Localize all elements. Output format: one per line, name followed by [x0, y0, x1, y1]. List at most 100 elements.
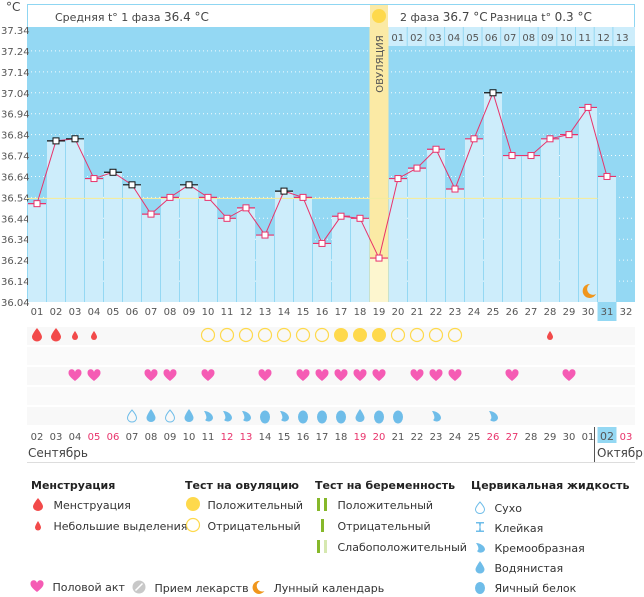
double-bar-icon — [317, 498, 327, 511]
ovulation-negative-icon — [447, 327, 463, 343]
heart-icon — [372, 369, 386, 381]
heart-icon — [144, 369, 158, 381]
fluid-watery-icon — [146, 409, 156, 422]
legend-fluid-creamy: Кремообразная — [474, 540, 585, 557]
x-tick-label: 25 — [487, 307, 500, 318]
calendar-date: 15 — [278, 432, 291, 443]
temperature-bar — [28, 203, 46, 302]
temperature-point — [204, 193, 212, 201]
y-tick-label: 36.54 — [1, 193, 30, 204]
x-tick-label: 06 — [126, 307, 139, 318]
ovulation-negative-icon — [257, 327, 273, 343]
temperature-bar — [104, 172, 122, 302]
phase1-average: Средняя t° 1 фаза 36.4 °C — [55, 10, 209, 24]
temperature-bar — [332, 216, 350, 302]
phase2-day-label: 01 — [391, 33, 404, 44]
blood-drop-icon — [33, 498, 43, 511]
legend-label: Положительный — [337, 499, 434, 512]
x-tick-label: 31 — [601, 307, 614, 318]
y-tick-label: 36.44 — [1, 214, 30, 225]
ovulation-negative-icon — [238, 327, 254, 343]
legend-ovulation-test-title: Тест на овуляцию — [185, 479, 299, 492]
divider — [27, 462, 635, 463]
temperature-point — [489, 89, 497, 97]
calendar-date: 13 — [240, 432, 253, 443]
temperature-bar — [541, 138, 559, 302]
temperature-difference: Разница t° 0.3 °C — [490, 10, 592, 24]
legend-label: Небольшие выделения — [53, 520, 188, 533]
menstruation-light-icon — [547, 331, 553, 340]
legend-cervical-title: Цервикальная жидкость — [471, 479, 630, 492]
temperature-bar — [180, 184, 198, 302]
temperature-point — [508, 152, 516, 160]
fluid-watery-icon — [184, 409, 194, 422]
temperature-point — [185, 181, 193, 189]
temperature-bar — [199, 197, 217, 302]
legend-label: Кремообразная — [494, 542, 585, 555]
ovulation-positive-icon — [334, 328, 348, 342]
heart-icon — [87, 369, 101, 381]
heart-icon — [258, 369, 272, 381]
legend-fluid-dry: Сухо — [474, 500, 522, 517]
legend-label: Отрицательный — [207, 520, 301, 533]
calendar-date: 06 — [107, 432, 120, 443]
moon-icon — [252, 580, 265, 594]
y-tick-label: 36.94 — [1, 110, 30, 121]
creamy-drop-icon — [476, 543, 485, 553]
phase2-day-header — [388, 27, 635, 46]
water-drop-icon — [475, 561, 485, 574]
calendar-date: 19 — [354, 432, 367, 443]
calendar-date: 20 — [373, 432, 386, 443]
row-background — [27, 407, 635, 425]
fluid-eggwhite-icon — [336, 410, 346, 424]
temperature-point — [546, 135, 554, 143]
temperature-bar — [85, 178, 103, 302]
temperature-point — [451, 185, 459, 193]
legend-pregnancy-weak: Слабоположительный — [316, 540, 467, 556]
x-tick-label: 01 — [31, 307, 44, 318]
today-highlight — [597, 427, 617, 443]
moon-icon — [582, 283, 596, 298]
x-tick-label: 24 — [468, 307, 481, 318]
ovulation-negative-icon — [219, 327, 235, 343]
temperature-point — [337, 212, 345, 220]
single-bar-icon — [321, 519, 324, 532]
calendar-date: 03 — [620, 432, 633, 443]
phase2-label: 2 фаза — [400, 11, 440, 24]
fluid-eggwhite-icon — [374, 410, 384, 424]
calendar-date: 24 — [449, 432, 462, 443]
x-tick-label: 17 — [335, 307, 348, 318]
legend-ovulation-negative: Отрицательный — [185, 517, 301, 536]
heart-icon — [334, 369, 348, 381]
ovulation-negative-icon — [295, 327, 311, 343]
legend-menstruation-light: Небольшие выделения — [32, 518, 187, 535]
temperature-bar — [560, 134, 578, 302]
temperature-bar — [256, 235, 274, 302]
temperature-point — [166, 193, 174, 201]
legend-menstruation-heavy: Менструация — [32, 497, 131, 514]
calendar-date: 17 — [316, 432, 329, 443]
temperature-bar — [503, 155, 521, 302]
x-tick-label: 19 — [373, 307, 386, 318]
temperature-bar — [313, 243, 331, 302]
x-tick-label: 05 — [107, 307, 120, 318]
temperature-point — [280, 187, 288, 195]
temperature-point — [394, 175, 402, 183]
x-tick-label: 07 — [145, 307, 158, 318]
temperature-point — [242, 204, 250, 212]
phase1-value: 36.4 °C — [164, 10, 209, 24]
calendar-date: 12 — [221, 432, 234, 443]
temperature-point — [356, 214, 364, 222]
month-october: Октябрь — [597, 446, 644, 460]
ovulation-column — [369, 27, 389, 302]
temperature-point — [470, 135, 478, 143]
calendar-date: 30 — [563, 432, 576, 443]
temperature-point — [375, 254, 383, 262]
temperature-point — [318, 239, 326, 247]
x-tick-label: 10 — [202, 307, 215, 318]
fluid-creamy-icon — [280, 411, 289, 422]
phase2-value: 36.7 °C — [442, 10, 488, 24]
legend-label: Слабоположительный — [337, 541, 467, 554]
phase2-day-label: 02 — [410, 33, 423, 44]
calendar-date: 29 — [544, 432, 557, 443]
